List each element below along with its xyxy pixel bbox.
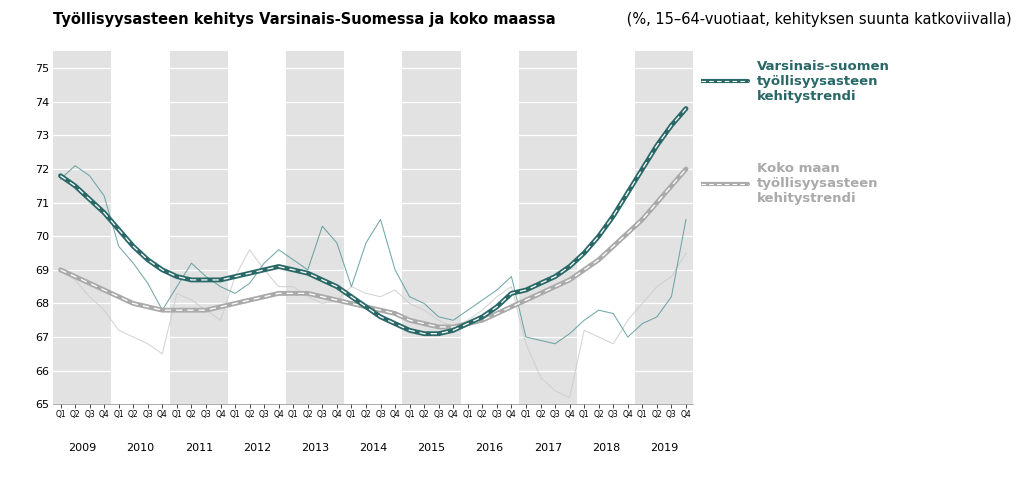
Text: 2015: 2015 [418, 443, 445, 453]
Text: Varsinais-suomen
työllisyysasteen
kehitystrendi: Varsinais-suomen työllisyysasteen kehity… [757, 60, 890, 103]
Text: 2016: 2016 [475, 443, 504, 453]
Bar [112, 51, 170, 404]
Bar [53, 51, 112, 404]
Text: 2011: 2011 [184, 443, 213, 453]
Text: 2010: 2010 [126, 443, 155, 453]
Text: 2009: 2009 [69, 443, 96, 453]
Text: Työllisyysasteen kehitys Varsinais-Suomessa ja koko maassa: Työllisyysasteen kehitys Varsinais-Suome… [53, 12, 556, 27]
Text: 2013: 2013 [301, 443, 329, 453]
Bar [519, 51, 577, 404]
Bar [344, 51, 402, 404]
Text: 2019: 2019 [650, 443, 678, 453]
Text: 2012: 2012 [243, 443, 271, 453]
Bar [635, 51, 693, 404]
Bar [402, 51, 461, 404]
Text: Koko maan
työllisyysasteen
kehitystrendi: Koko maan työllisyysasteen kehitystrendi [757, 162, 879, 205]
Bar [170, 51, 227, 404]
Text: 2014: 2014 [359, 443, 387, 453]
Bar [227, 51, 286, 404]
Text: (%, 15–64-vuotiaat, kehityksen suunta katkoviivalla): (%, 15–64-vuotiaat, kehityksen suunta ka… [622, 12, 1011, 27]
Bar [577, 51, 635, 404]
Text: 2018: 2018 [592, 443, 621, 453]
Bar [286, 51, 344, 404]
Text: 2017: 2017 [534, 443, 562, 453]
Bar [461, 51, 519, 404]
